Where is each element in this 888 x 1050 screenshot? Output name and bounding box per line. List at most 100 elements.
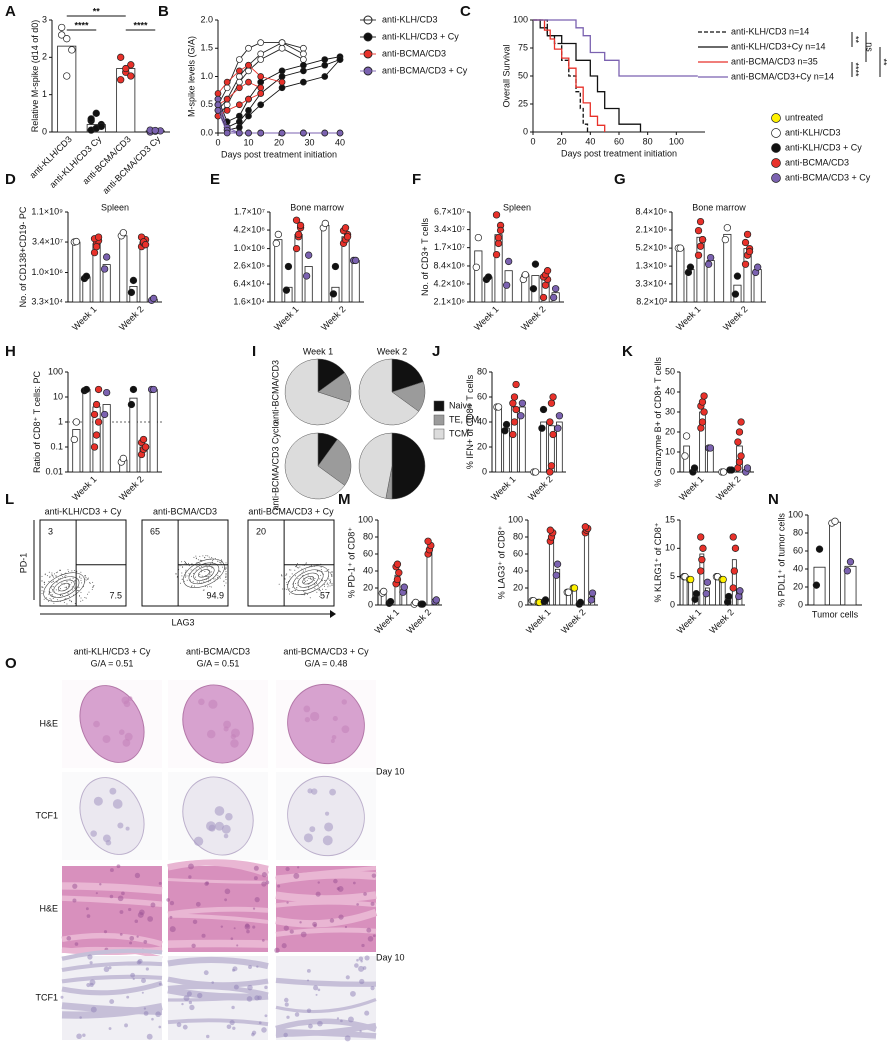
event-dot: [297, 567, 299, 569]
data-point: [300, 56, 307, 63]
event-dot: [58, 590, 60, 592]
event-dot: [201, 565, 203, 567]
data-point: [700, 408, 708, 416]
y-tick-label: 25: [518, 98, 528, 108]
tissue-detail: [220, 925, 224, 928]
significance-label: ****: [74, 20, 89, 30]
plot-title: anti-KLH/CD3 + Cy: [45, 506, 122, 516]
data-point: [63, 72, 71, 80]
event-dot: [320, 569, 322, 571]
histology-image: [168, 772, 268, 860]
tissue-detail: [72, 883, 78, 889]
tissue-detail: [89, 961, 93, 965]
tissue-detail: [230, 937, 234, 940]
y-tick-label: 1.0×10⁶: [32, 267, 64, 277]
tissue-detail: [275, 977, 377, 987]
data-point: [245, 61, 252, 69]
data-point: [223, 78, 231, 86]
event-dot: [87, 593, 89, 595]
data-point: [424, 537, 432, 545]
tissue-detail: [275, 908, 378, 928]
survival-curve: [533, 19, 698, 77]
column-subtitle: G/A = 0.51: [197, 658, 240, 668]
tissue-detail: [256, 965, 259, 968]
event-dot: [331, 583, 333, 585]
tissue-detail: [201, 933, 206, 938]
event-dot: [294, 569, 296, 571]
event-dot: [67, 569, 69, 571]
tissue-detail: [254, 897, 260, 903]
tissue-detail: [61, 961, 163, 973]
tissue-detail: [89, 979, 96, 986]
event-dot: [289, 588, 291, 590]
y-tick-label: 2.6×10⁵: [233, 260, 265, 270]
tissue-detail: [283, 1032, 288, 1038]
data-point: [245, 95, 252, 103]
event-dot: [85, 597, 87, 599]
panel-letter: D: [5, 171, 16, 188]
event-dot: [204, 585, 206, 587]
event-dot: [61, 582, 63, 584]
event-dot: [213, 578, 215, 580]
tissue-detail: [99, 883, 102, 886]
panel-letter: L: [5, 491, 14, 508]
data-point: [236, 78, 243, 86]
tissue-detail: [330, 739, 335, 744]
data-point: [214, 101, 222, 109]
y-tick-label: 1: [42, 89, 47, 99]
column-title: anti-BCMA/CD3 + Cy: [283, 646, 369, 656]
event-dot: [212, 559, 214, 561]
data-point: [549, 393, 557, 401]
data-point: [127, 61, 135, 69]
data-point: [697, 567, 705, 575]
event-dot: [295, 583, 297, 585]
data-point: [552, 571, 560, 579]
event-dot: [326, 570, 328, 572]
panel-letter: K: [622, 343, 633, 360]
data-point: [754, 263, 762, 271]
event-dot: [58, 569, 60, 571]
tissue-detail: [284, 1002, 289, 1007]
legend-label: TE, EM: [449, 414, 479, 424]
data-point: [538, 424, 546, 432]
event-dot: [329, 571, 331, 573]
y-axis-label: % PDL1⁺ of tumor cells: [777, 513, 787, 607]
event-dot: [225, 562, 227, 564]
event-dot: [41, 580, 43, 582]
event-dot: [303, 577, 305, 579]
event-dot: [324, 570, 326, 572]
panel-letter: J: [432, 343, 440, 360]
event-dot: [80, 597, 82, 599]
tissue-detail: [122, 738, 131, 747]
tissue-detail: [124, 1023, 129, 1028]
bar: [583, 529, 590, 606]
tissue-detail: [186, 991, 192, 997]
tissue-detail: [206, 729, 216, 739]
data-point: [698, 235, 707, 244]
data-point: [529, 285, 538, 293]
event-dot: [50, 587, 52, 589]
data-point: [82, 385, 91, 394]
data-point: [723, 224, 731, 232]
tissue-detail: [188, 875, 192, 879]
column-subtitle: G/A = 0.48: [305, 658, 348, 668]
tissue-detail: [341, 699, 347, 705]
event-dot: [191, 586, 193, 588]
data-point: [735, 458, 744, 466]
contour: [58, 582, 70, 592]
histology-image: [166, 859, 270, 952]
event-dot: [66, 587, 68, 589]
event-dot: [311, 578, 313, 580]
tissue-detail: [359, 1029, 362, 1033]
tissue-detail: [226, 1024, 232, 1030]
event-dot: [196, 565, 198, 567]
y-tick-label: 80: [793, 527, 803, 537]
x-tick-label: anti-BCMA/CD3 Cy: [100, 134, 162, 196]
event-dot: [48, 593, 50, 595]
tissue-detail: [309, 826, 316, 833]
data-point: [272, 239, 280, 248]
tissue-detail: [230, 733, 236, 740]
data-point: [127, 72, 135, 80]
event-dot: [319, 590, 321, 592]
